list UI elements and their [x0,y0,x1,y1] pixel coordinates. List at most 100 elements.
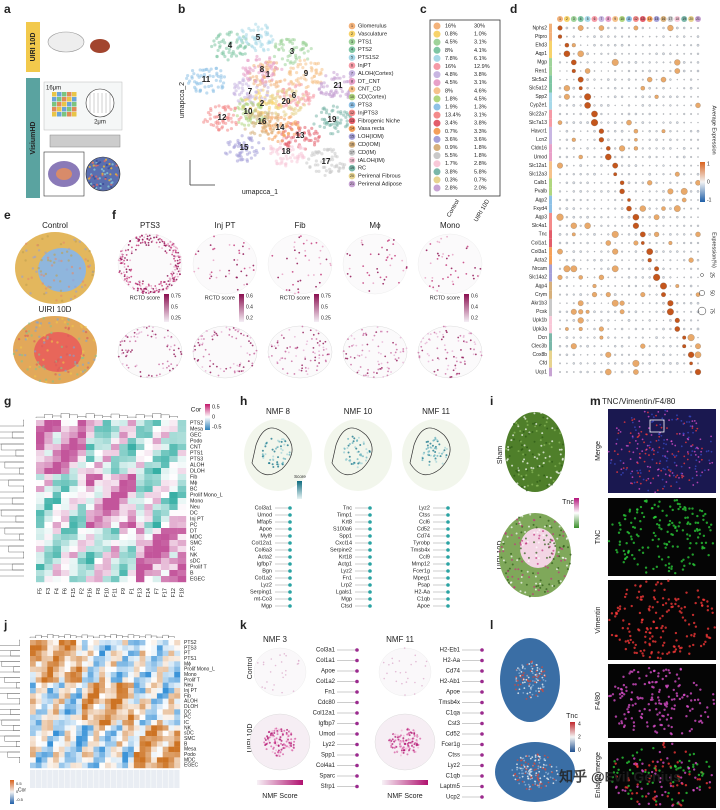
dot [669,138,672,141]
speckle [266,132,270,136]
heat-cell [145,650,152,657]
speckle [46,349,49,352]
speckle [47,285,50,288]
speckle [208,277,211,280]
gene-label: Actg1 [338,561,352,567]
heat-cell [30,661,36,667]
dot [676,138,679,141]
speckle [167,244,170,247]
speckle [233,259,236,261]
speckle [526,420,529,423]
heat-cell [69,468,78,475]
speckle [446,235,448,238]
heat-cell [70,640,77,646]
lollipop [288,562,292,566]
dot [676,250,679,253]
dot [655,35,658,38]
dot [591,110,598,118]
speckle [291,270,294,273]
legend-tick: 0.4 [246,304,253,310]
dot [690,328,693,330]
col-id: 4 [580,17,582,21]
speckle [213,43,217,47]
heat-cell [70,656,77,662]
speckle [121,253,123,256]
heat-cell [99,672,106,678]
dot [627,69,631,73]
dot [690,35,692,38]
speckle [273,345,276,348]
heat-cell [144,474,153,481]
speckle [147,292,150,295]
heat-cell [102,534,112,541]
speckle [539,516,542,519]
speckle [515,421,518,424]
heat-cell [44,462,53,469]
speckle [296,101,300,105]
col-label: F12 [171,588,177,597]
dot [621,242,623,244]
speckle [281,48,286,52]
dot [586,233,589,236]
dot [607,199,610,201]
dot [565,216,568,219]
dot [621,26,624,30]
dot [655,371,658,373]
heat-cell [119,450,128,457]
dot [586,173,589,176]
speckle [126,275,129,278]
speckle [281,273,284,276]
speckle [376,271,379,274]
speckle [95,159,98,163]
heat-cell [86,486,95,493]
speckle [152,333,155,336]
speckle [76,364,79,367]
dot [559,52,561,55]
gene-label: Spp2 [535,94,547,100]
dot [565,285,568,287]
speckle [240,370,243,373]
heat-cell [70,682,77,689]
legend-label: PTS2 [358,47,372,53]
heat-cell [61,564,70,571]
speckle [274,85,278,89]
speckle [305,239,308,242]
col-id: 1 [559,17,561,21]
speckle [243,73,247,78]
speckle [53,253,56,256]
heat-cell [44,498,53,505]
dot [655,52,658,55]
lollipop [288,513,292,517]
dot [690,52,692,55]
heat-cell [102,528,112,535]
speckle [304,62,308,66]
speckle [87,361,90,365]
heat-cell [119,576,128,583]
speckle [135,244,138,247]
dot [634,164,638,167]
heat-cell [76,693,83,699]
speckle [271,150,275,154]
speckle [427,360,430,363]
percent: 4.6% [474,88,487,94]
dot [611,230,619,238]
speckle [383,278,386,281]
speckle [520,448,523,451]
dot [593,182,596,184]
heat-cell [102,546,112,553]
speckle [220,126,224,130]
heat-cell [69,486,78,493]
speckle [28,322,31,325]
dot [628,52,630,55]
speckle [473,341,476,344]
speckle [266,115,270,119]
legend-id: 9 [351,87,353,91]
speckle [108,162,111,166]
speckle [290,159,294,163]
dot [593,172,596,176]
dot [607,173,609,175]
dendrogram [69,414,78,418]
heat-cell [162,698,169,705]
speckle [110,167,113,170]
